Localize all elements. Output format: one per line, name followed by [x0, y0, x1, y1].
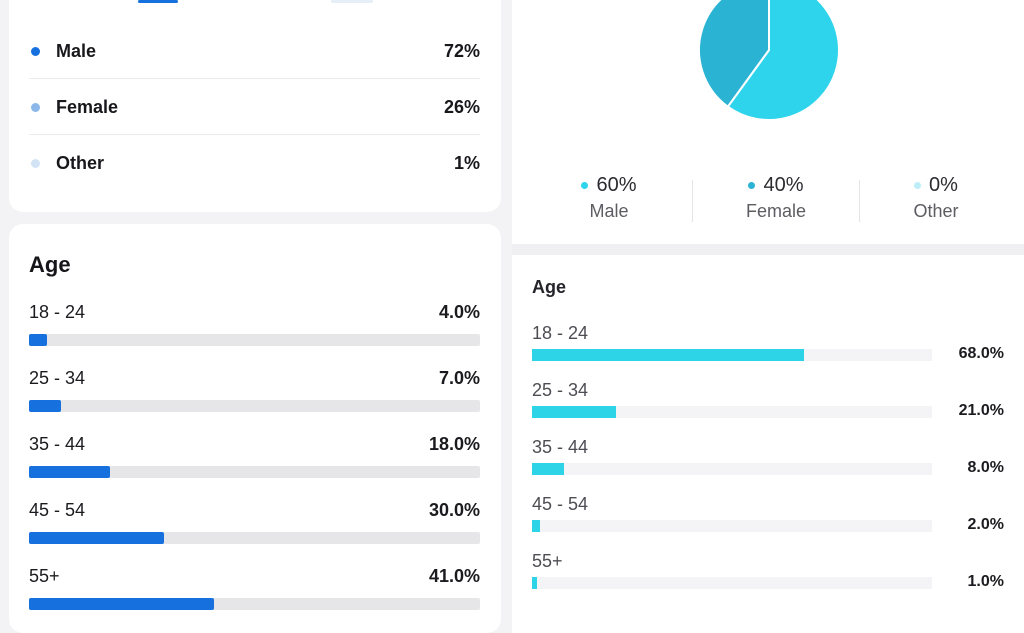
- age-card-left: Age 18 - 24 4.0% 25 - 34 7.0% 35 - 44 18…: [9, 224, 501, 633]
- age-bar-fill: [532, 520, 540, 532]
- age-bar-track: [29, 532, 480, 544]
- age-percent: 4.0%: [438, 302, 480, 322]
- gender-percent: 72%: [443, 40, 480, 61]
- age-percent: 41.0%: [428, 566, 480, 586]
- legend-label: Female: [745, 201, 807, 221]
- divider: [29, 134, 480, 135]
- age-row: 18 - 24 68.0%: [532, 323, 1004, 377]
- age-section-title: Age: [29, 252, 71, 277]
- gender-pie-chart: [698, 0, 840, 121]
- age-bar-track: [532, 577, 932, 589]
- age-row: 45 - 54 2.0%: [532, 494, 1004, 548]
- age-bar-fill: [29, 334, 48, 346]
- female-dot-icon: [31, 102, 40, 112]
- age-bar-fill: [29, 466, 111, 478]
- tab-indicator-active: [138, 0, 178, 3]
- male-dot-icon: [581, 182, 589, 189]
- age-percent: 18.0%: [428, 434, 480, 454]
- pie-slice-male: [726, 0, 840, 121]
- age-bar-track: [29, 334, 480, 346]
- age-bar-track: [29, 598, 480, 610]
- gender-percent: 1%: [453, 152, 480, 173]
- age-row: 35 - 44 18.0%: [29, 434, 480, 484]
- age-bar-fill: [532, 463, 564, 475]
- age-percent: 30.0%: [428, 500, 480, 520]
- age-range-label: 55+: [532, 551, 563, 571]
- age-range-label: 25 - 34: [29, 368, 86, 388]
- age-percent: 8.0%: [967, 459, 1004, 476]
- legend-percent: 0%: [929, 174, 958, 196]
- age-range-label: 55+: [29, 566, 60, 586]
- age-range-label: 45 - 54: [532, 494, 589, 514]
- age-row: 25 - 34 7.0%: [29, 368, 480, 418]
- age-bar-fill: [29, 400, 61, 412]
- other-dot-icon: [31, 158, 40, 168]
- age-bar-track: [29, 466, 480, 478]
- age-card-right: Age 18 - 24 68.0% 25 - 34 21.0% 35 - 44 …: [512, 255, 1024, 633]
- legend-item-male: 60% Male: [529, 174, 689, 222]
- gender-row-female: Female 26%: [29, 79, 480, 135]
- legend-item-other: 0% Other: [856, 174, 1016, 222]
- age-percent: 7.0%: [438, 368, 480, 388]
- legend-label: Male: [589, 201, 629, 221]
- age-bar-fill: [29, 598, 214, 610]
- legend-divider: [859, 180, 860, 222]
- age-row: 45 - 54 30.0%: [29, 500, 480, 550]
- age-bar-fill: [532, 577, 537, 589]
- left-analytics-panel: Male 72% Female 26% Other 1% Age 18 - 24…: [9, 0, 501, 633]
- age-row: 18 - 24 4.0%: [29, 302, 480, 352]
- legend-percent: 60%: [596, 174, 637, 196]
- right-analytics-panel: 60% Male 40% Female 0% Other Age 18 - 24…: [512, 0, 1024, 633]
- tab-indicator-inactive: [331, 0, 373, 3]
- age-range-label: 25 - 34: [532, 380, 589, 400]
- pie-slice-female: [698, 0, 770, 109]
- age-range-label: 35 - 44: [29, 434, 86, 454]
- male-dot-icon: [31, 46, 40, 56]
- age-bar-track: [532, 349, 932, 361]
- age-percent: 21.0%: [958, 402, 1004, 419]
- age-section-title: Age: [532, 277, 567, 297]
- divider: [29, 78, 480, 79]
- other-dot-icon: [914, 182, 922, 189]
- age-bar-track: [29, 400, 480, 412]
- age-percent: 2.0%: [967, 516, 1004, 533]
- age-bar-track: [532, 406, 932, 418]
- age-range-label: 18 - 24: [29, 302, 86, 322]
- age-percent: 68.0%: [958, 345, 1004, 362]
- female-dot-icon: [748, 182, 756, 189]
- gender-card-left: Male 72% Female 26% Other 1%: [9, 0, 501, 212]
- age-percent: 1.0%: [967, 573, 1004, 590]
- legend-label: Other: [913, 201, 959, 221]
- age-bar-track: [532, 520, 932, 532]
- legend-item-female: 40% Female: [696, 174, 856, 222]
- gender-row-male: Male 72%: [29, 23, 480, 79]
- gender-label: Male: [56, 40, 97, 61]
- age-row: 35 - 44 8.0%: [532, 437, 1004, 491]
- age-range-label: 18 - 24: [532, 323, 589, 343]
- gender-card-right: 60% Male 40% Female 0% Other: [512, 0, 1024, 244]
- legend-percent: 40%: [763, 174, 804, 196]
- gender-percent: 26%: [443, 96, 480, 117]
- age-bar-fill: [29, 532, 165, 544]
- age-row: 25 - 34 21.0%: [532, 380, 1004, 434]
- age-bar-fill: [532, 406, 616, 418]
- age-bar-track: [532, 463, 932, 475]
- age-range-label: 35 - 44: [532, 437, 589, 457]
- gender-label: Other: [56, 152, 105, 173]
- age-row: 55+ 41.0%: [29, 566, 480, 616]
- legend-divider: [692, 180, 693, 222]
- gender-row-other: Other 1%: [29, 135, 480, 191]
- age-row: 55+ 1.0%: [532, 551, 1004, 605]
- gender-label: Female: [56, 96, 119, 117]
- age-range-label: 45 - 54: [29, 500, 86, 520]
- age-bar-fill: [532, 349, 804, 361]
